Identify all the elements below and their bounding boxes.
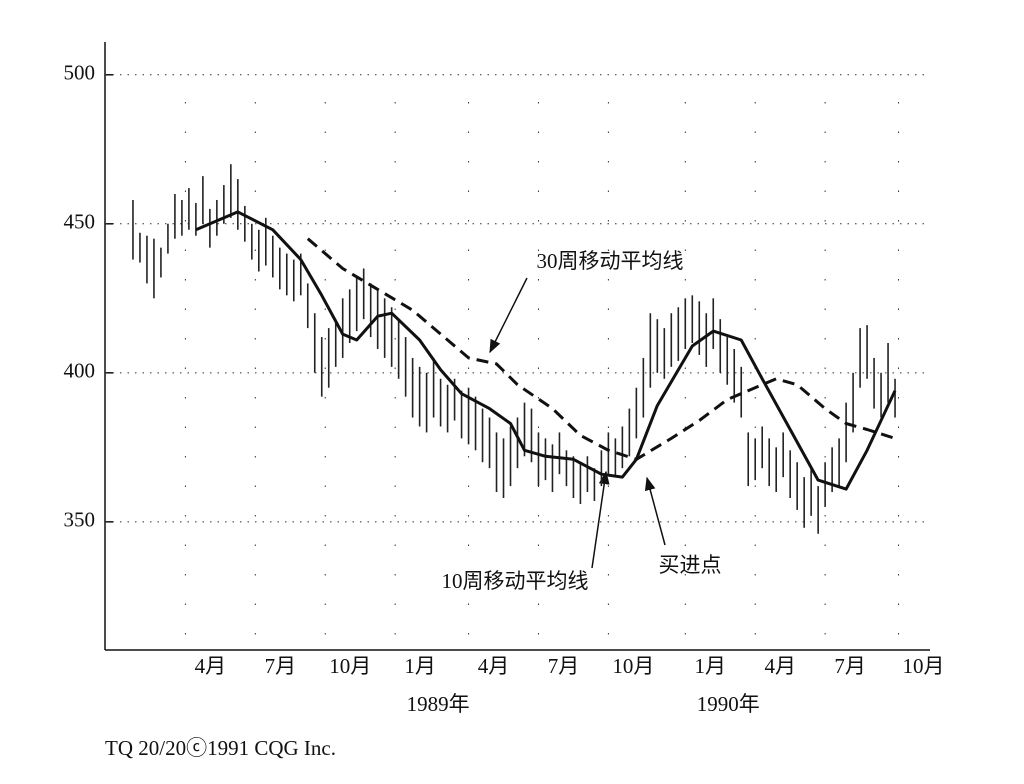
y-tick-label: 400 xyxy=(64,359,96,383)
arrow xyxy=(489,277,528,354)
annotation-ma30: 30周移动平均线 xyxy=(537,249,684,273)
x-tick-label: 4月 xyxy=(195,654,227,678)
y-tick-label: 500 xyxy=(64,61,96,85)
x-group-label: 1989年 xyxy=(407,692,470,716)
x-tick-label: 7月 xyxy=(548,654,580,678)
x-tick-label: 4月 xyxy=(764,654,796,678)
y-tick-label: 350 xyxy=(64,508,96,532)
x-tick-label: 1月 xyxy=(404,654,436,678)
x-tick-label: 4月 xyxy=(478,654,510,678)
moving-average-line xyxy=(306,237,896,461)
x-tick-label: 10月 xyxy=(903,654,945,678)
x-tick-label: 7月 xyxy=(265,654,297,678)
arrow xyxy=(591,470,610,569)
annotation-buy: 买进点 xyxy=(659,553,722,577)
x-group-label: 1990年 xyxy=(697,692,760,716)
arrow xyxy=(644,476,666,546)
x-tick-label: 10月 xyxy=(612,654,654,678)
source: TQ 20/20ⓒ1991 CQG Inc. xyxy=(105,736,336,760)
y-tick-label: 450 xyxy=(64,210,96,234)
x-tick-label: 1月 xyxy=(695,654,727,678)
annotation-ma10: 10周移动平均线 xyxy=(442,569,589,593)
x-tick-label: 7月 xyxy=(834,654,866,678)
x-tick-label: 10月 xyxy=(329,654,371,678)
moving-average-line xyxy=(195,210,897,491)
